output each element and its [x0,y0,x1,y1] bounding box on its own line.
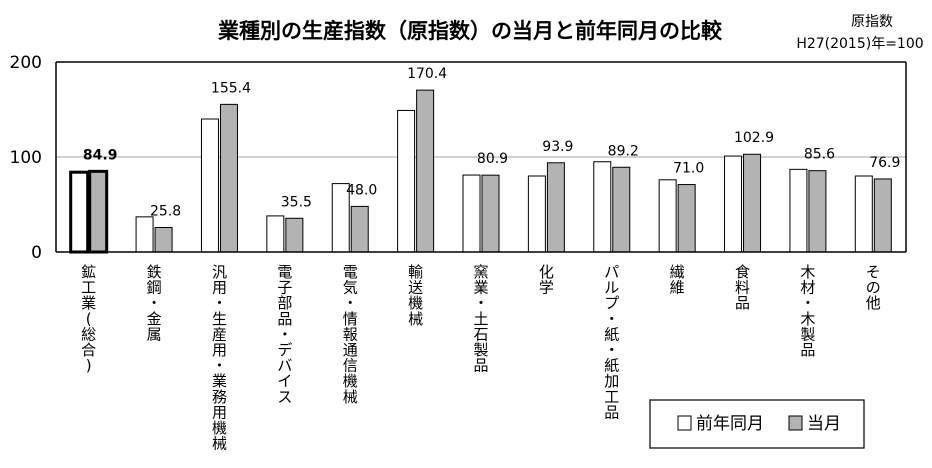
category-label: 繊維 [670,263,685,297]
index-note-line1: 原指数 [851,14,893,30]
legend: 前年同月 当月 [649,399,865,449]
bar-current [743,153,762,253]
category-label: 電子部品・デバイス [277,263,292,406]
data-label: 102.9 [734,130,774,146]
category-label: 食料品 [735,263,750,312]
bar-prev-year [135,216,154,253]
bar-current [88,169,109,254]
bar-prev-year [658,179,677,253]
bar-current [481,174,500,253]
data-label: 48.0 [346,182,377,198]
bar-current [873,178,892,253]
bar-prev-year [462,174,481,253]
bar-prev-year [397,109,416,253]
plot-area: 0 100 200 84.9 鉱工業(総合) 25.8 鉄鋼・金属 155.4 汎用・生産用・業… [10,53,907,453]
bar-current [677,184,696,253]
data-label: 155.4 [211,80,251,96]
bar-current [154,226,173,253]
bar-current [808,170,827,253]
data-label: 170.4 [407,66,447,82]
bar-current [612,166,631,253]
category-label: 窯業・土石製品 [473,263,488,375]
data-label: 93.9 [542,139,573,155]
bar-current [350,205,369,253]
bar-prev-year [593,161,612,253]
legend-swatch-current [788,415,803,431]
bar-prev-year [789,168,808,253]
bar-current [546,162,565,253]
bar-prev-year [527,175,546,253]
category-label: 木材・木製品 [800,263,815,359]
data-label: 71.0 [673,161,704,177]
bar-prev-year [854,175,873,253]
category-label: 化学 [539,263,554,297]
index-note-line2: H27(2015)年=100 [796,36,923,52]
legend-label-current: 当月 [807,414,841,434]
legend-swatch-prev [677,415,692,431]
bar-prev-year [724,155,743,253]
data-label: 80.9 [477,151,508,167]
bar-prev-year [266,215,285,253]
y-tick-label: 0 [31,243,42,263]
category-label: 鉄鋼・金属 [147,263,162,343]
data-label: 76.9 [869,155,900,171]
data-label: 89.2 [608,143,639,159]
bar-current [285,217,304,253]
category-label: その他 [866,263,881,312]
category-label: 輸送機械 [408,263,423,328]
bar-prev-year [69,170,90,254]
bar-current [219,103,238,253]
category-label: 鉱工業(総合) [81,263,96,375]
data-label: 35.5 [281,194,312,210]
data-label: 85.6 [804,147,835,163]
bar-prev-year [200,118,219,253]
category-label: パルプ・紙・紙加工品 [604,263,619,421]
legend-label-prev: 前年同月 [696,414,764,434]
bar-current [416,89,435,253]
category-label: 電気・情報通信機械 [343,263,358,406]
chart-title: 業種別の生産指数（原指数）の当月と前年同月の比較 [218,19,723,43]
category-label: 汎用・生産用・業務用機械 [212,263,227,453]
y-tick-label: 100 [10,148,42,168]
data-label: 84.9 [83,147,118,163]
data-label: 25.8 [150,203,181,219]
y-tick-label: 200 [10,53,42,73]
